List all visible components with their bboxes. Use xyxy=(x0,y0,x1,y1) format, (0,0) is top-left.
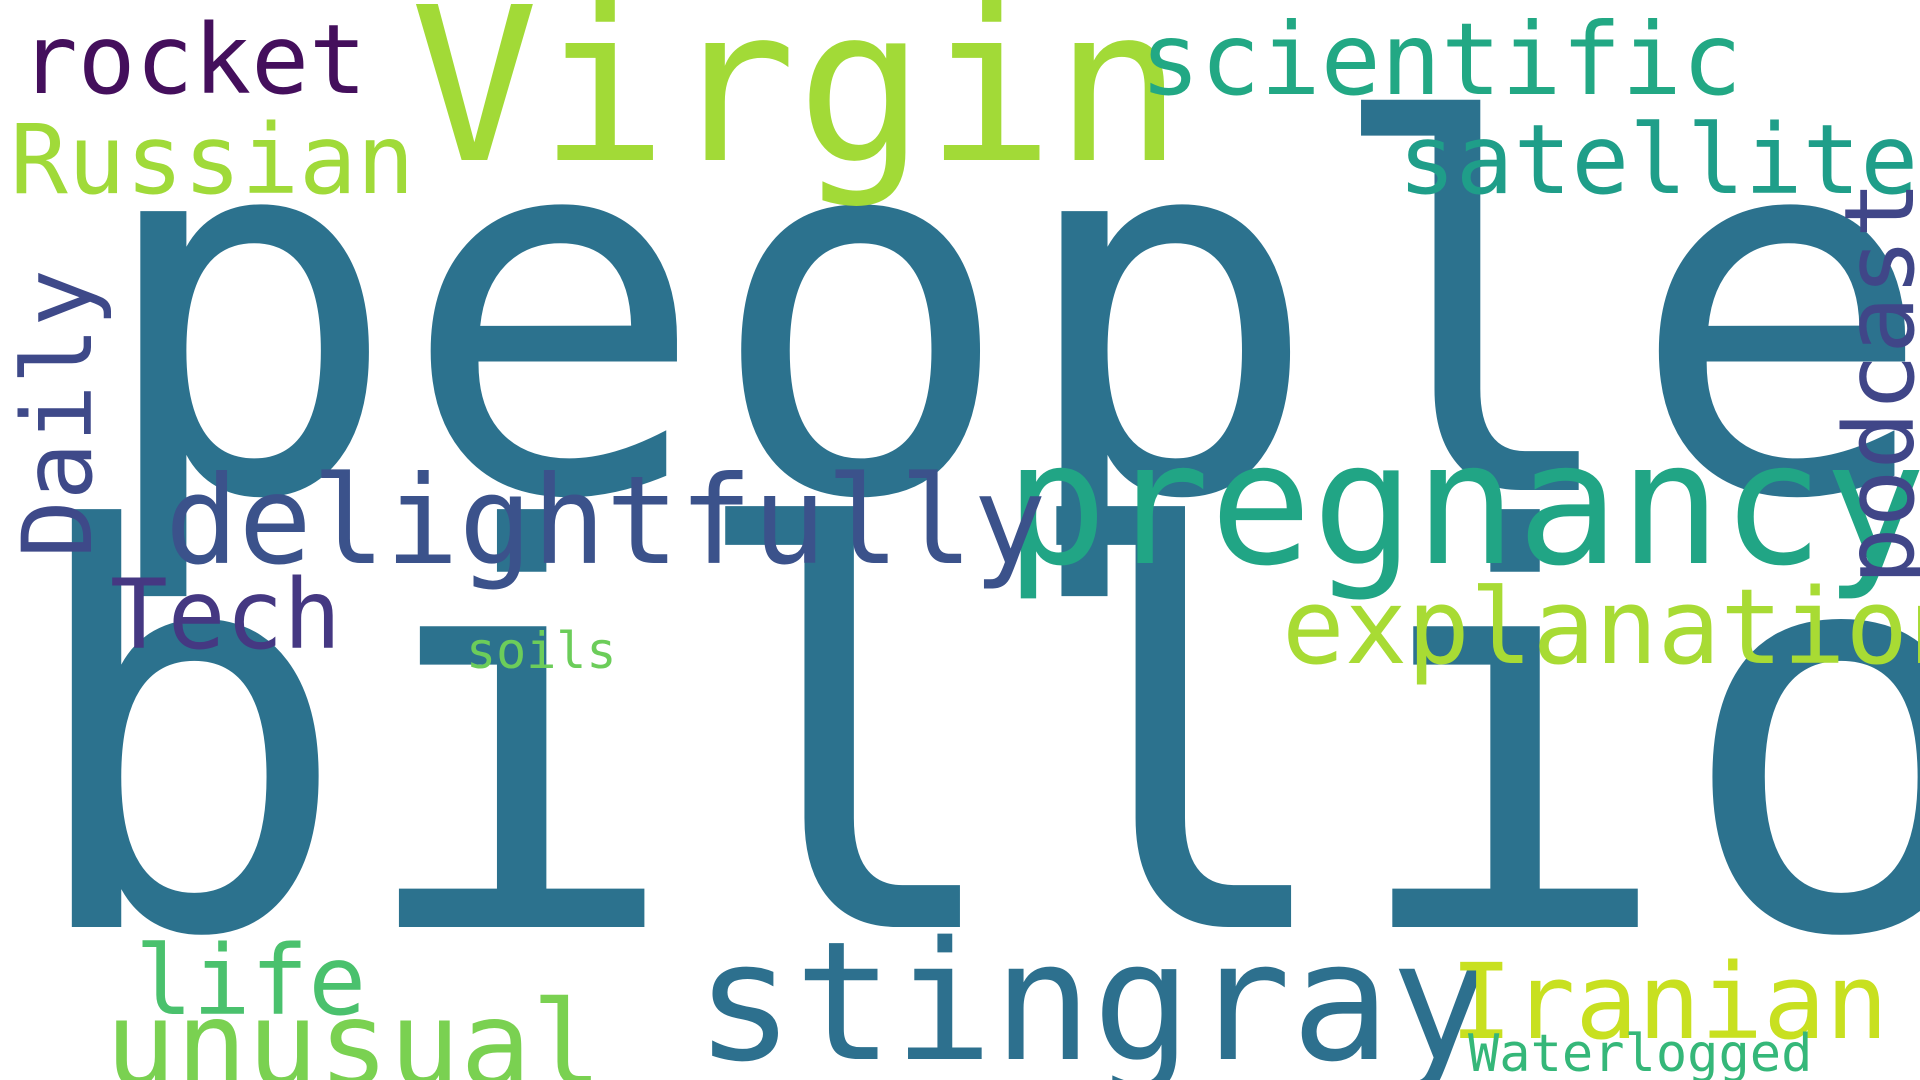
word-virgin: Virgin xyxy=(410,0,1184,211)
word-waterlogged: Waterlogged xyxy=(1468,1024,1813,1080)
word-delightfully: delightfully xyxy=(165,450,1047,592)
word-unusual: unusual xyxy=(105,975,603,1080)
word-russian: Russian xyxy=(10,104,415,216)
word-daily: Daily xyxy=(2,269,114,558)
word-podcast: podcast xyxy=(1824,180,1920,585)
word-pregnancy: pregnancy xyxy=(1005,406,1920,604)
word-people: people xyxy=(93,18,1920,611)
word-stingray: stingray xyxy=(695,906,1490,1080)
word-explanation: explanation xyxy=(1282,566,1920,688)
word-tech: Tech xyxy=(110,559,342,671)
word-billion: billion xyxy=(20,416,1920,1057)
word-soils: soils xyxy=(466,622,617,680)
word-scientific: scientific xyxy=(1140,1,1743,118)
word-satellite: satellite xyxy=(1398,104,1919,216)
word-life: life xyxy=(135,925,367,1037)
word-rocket: rocket xyxy=(20,4,367,116)
word-iranian: Iranian xyxy=(1450,941,1889,1063)
